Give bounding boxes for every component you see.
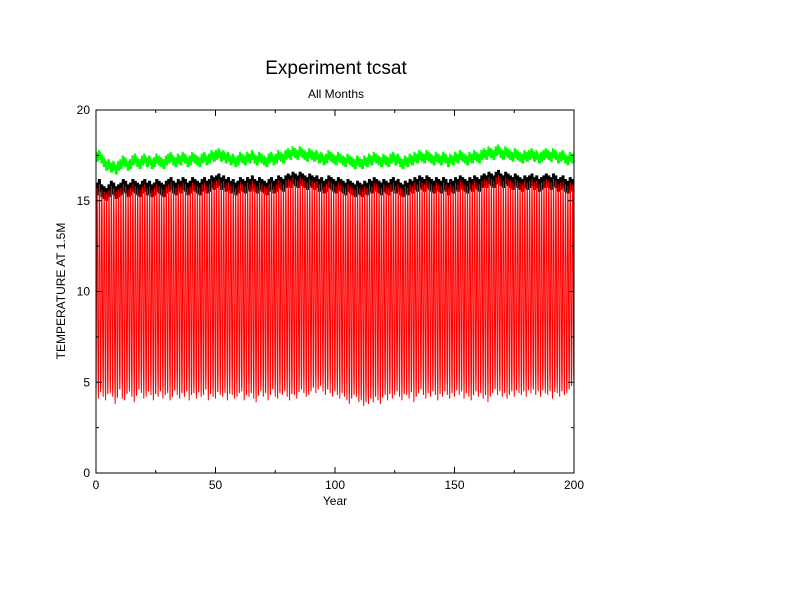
chart-subtitle: All Months [308, 87, 364, 101]
x-tick-label: 0 [93, 478, 100, 492]
y-tick-label: 20 [77, 103, 91, 117]
y-axis-label: TEMPERATURE AT 1.5M [54, 223, 68, 360]
series-line-green [96, 144, 574, 175]
y-tick-label: 15 [77, 194, 91, 208]
x-tick-label: 50 [209, 478, 223, 492]
x-tick-label: 150 [444, 478, 464, 492]
ticks-layer: 0 50 100 150 200 0 5 10 15 20 [77, 103, 585, 492]
series-line-black [96, 169, 574, 201]
x-tick-label: 100 [325, 478, 345, 492]
y-tick-label: 5 [83, 375, 90, 389]
series-layer [96, 144, 574, 406]
x-axis-label: Year [323, 494, 347, 508]
chart-title: Experiment tcsat [265, 58, 407, 79]
y-tick-label: 0 [83, 466, 90, 480]
x-tick-label: 200 [564, 478, 584, 492]
y-tick-label: 10 [77, 285, 91, 299]
series-line-red [96, 175, 574, 406]
